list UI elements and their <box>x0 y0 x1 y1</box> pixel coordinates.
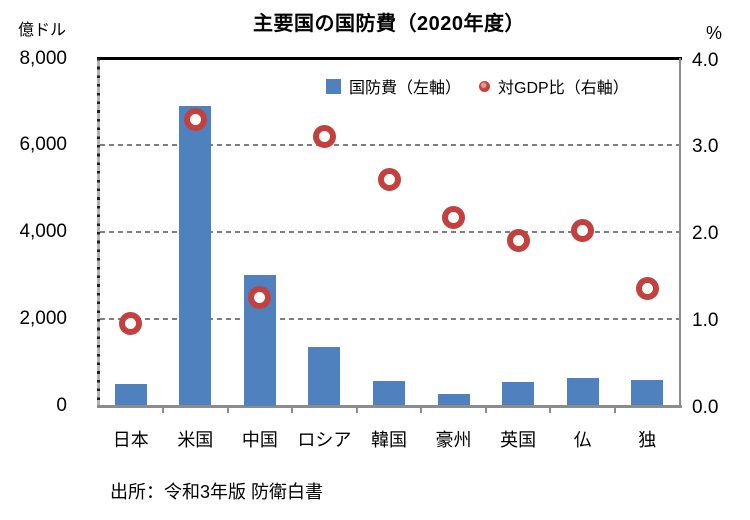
chart-title: 主要国の国防費（2020年度） <box>253 13 525 35</box>
source-note: 出所：令和3年版 防衛白書 <box>110 482 324 502</box>
x-axis-category-label: 日本 <box>112 430 149 450</box>
right-axis-tick-label: 3.0 <box>692 136 719 158</box>
gdp-marker-独 <box>635 276 659 300</box>
left-axis-tick-label: 0 <box>56 394 67 416</box>
bar-米国 <box>179 106 212 406</box>
gdp-marker-ロシア <box>312 125 336 149</box>
legend-bar-label: 国防費（左軸） <box>349 80 462 97</box>
x-axis-category-label: 中国 <box>241 430 278 450</box>
legend-marker-label: 対GDP比（右軸） <box>498 80 629 97</box>
left-axis-line <box>97 58 100 406</box>
left-axis-tick-label: 8,000 <box>19 47 67 69</box>
bar-legend-swatch-icon <box>326 78 341 94</box>
bar-韓国 <box>373 381 405 406</box>
x-axis-boundary-tick <box>549 407 552 413</box>
left-axis-tick-label: 2,000 <box>19 307 67 329</box>
x-axis-boundary-tick <box>420 407 423 413</box>
x-axis-line <box>97 405 682 408</box>
gdp-marker-韓国 <box>377 168 401 192</box>
x-axis-category-label: 英国 <box>500 430 537 450</box>
x-axis-boundary-tick <box>291 407 294 413</box>
x-axis-category-label: 独 <box>638 430 657 450</box>
gridline-2000 <box>100 317 679 320</box>
right-axis-unit-label: % <box>706 23 723 43</box>
x-axis-boundary-tick <box>613 407 616 413</box>
right-axis-tick-label: 0.0 <box>692 396 719 418</box>
bar-日本 <box>114 384 147 406</box>
gdp-marker-日本 <box>119 311 143 335</box>
gdp-marker-英国 <box>506 229 530 253</box>
gdp-marker-中国 <box>248 285 272 309</box>
x-axis-category-label: 豪州 <box>435 430 472 450</box>
right-axis-tick-label: 4.0 <box>692 49 719 71</box>
right-axis-tick-label: 2.0 <box>692 223 719 244</box>
gdp-marker-米国 <box>183 107 207 131</box>
x-axis-boundary-tick <box>355 407 358 413</box>
gdp-marker-豪州 <box>442 205 466 229</box>
marker-legend-dot-icon <box>479 80 491 92</box>
x-axis-boundary-tick <box>226 407 229 413</box>
bar-豪州 <box>437 393 470 406</box>
gridline-6000 <box>100 144 679 147</box>
x-axis-category-label: 仏 <box>573 430 592 450</box>
legend: 国防費（左軸） 対GDP比（右軸） <box>326 74 629 98</box>
x-axis-boundary-tick <box>484 407 487 413</box>
right-axis-line <box>679 58 681 408</box>
bar-ロシア <box>308 347 341 406</box>
gdp-marker-仏 <box>571 218 595 242</box>
x-axis-boundary-tick <box>162 407 165 413</box>
left-axis-unit-label: 億ドル <box>18 22 67 39</box>
bar-英国 <box>502 382 535 406</box>
x-axis-category-label: ロシア <box>297 430 352 450</box>
bar-独 <box>631 379 664 406</box>
right-axis-tick-label: 1.0 <box>692 309 719 331</box>
x-axis-category-label: 韓国 <box>370 430 407 450</box>
gridline-4000 <box>100 231 679 233</box>
plot-top-border <box>97 57 682 60</box>
left-axis-tick-label: 4,000 <box>19 221 67 242</box>
x-axis-category-label: 米国 <box>177 430 214 450</box>
bar-仏 <box>566 378 599 406</box>
left-axis-tick-label: 6,000 <box>19 134 67 156</box>
